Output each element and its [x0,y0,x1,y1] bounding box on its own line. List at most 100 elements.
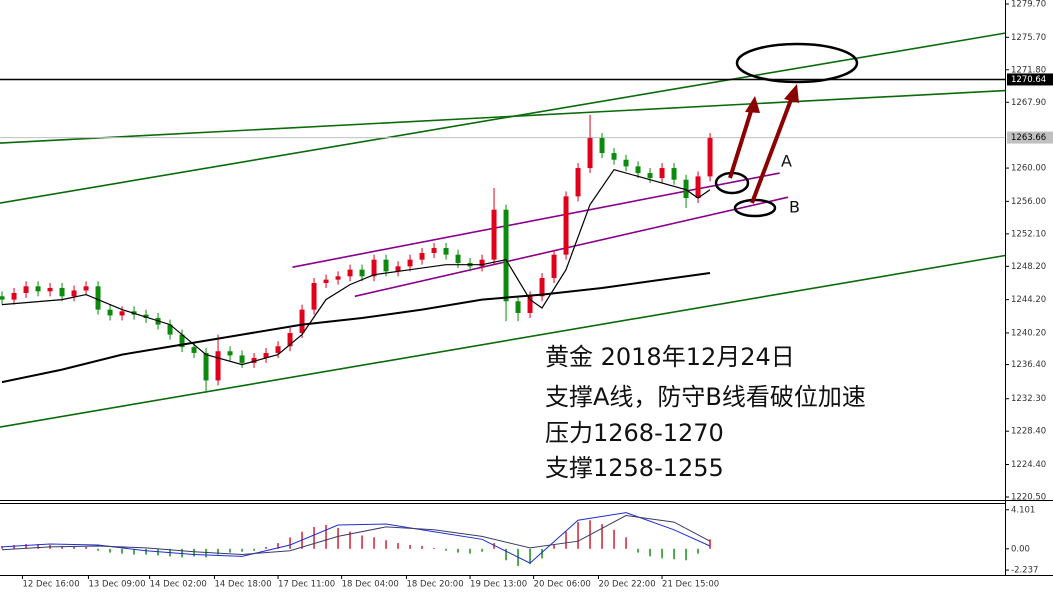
candle-body [83,286,89,291]
y-tick-label: 1279.70 [1011,0,1046,9]
candle-body [419,252,425,260]
candle-body [659,168,665,179]
price-label: 1270.64 [1011,75,1046,85]
note-line: 支撑A线，防守B线看破位加速 [545,383,866,411]
candle-body [251,357,257,363]
y-tick-label: 1248.20 [1011,262,1046,272]
x-tick-label: 14 Dec 02:00 [150,580,207,590]
y-tick-label: 1275.70 [1011,33,1046,43]
target-ellipse [735,42,859,84]
candle-body [215,351,221,381]
candle-body [431,248,437,253]
candle-body [143,314,149,318]
annotation-shapes [714,42,859,218]
y-tick-label: 1267.90 [1011,98,1046,108]
candle-body [551,254,557,278]
y-tick-label: 1224.40 [1011,460,1046,470]
note-line: 支撑1258-1255 [545,454,724,482]
candle-body [239,355,245,363]
price-label: 1263.66 [1011,133,1046,143]
candle-body [311,282,317,310]
arrow-head [745,96,760,113]
candle-body [95,286,101,310]
candle-body [263,352,269,358]
arrow [750,96,794,204]
candle-body [563,196,569,255]
line-label: B [789,198,800,217]
x-tick-label: 14 Dec 18:00 [214,580,271,590]
x-tick-label: 17 Dec 11:00 [278,580,335,590]
note-line: 黄金 2018年12月24日 [545,343,795,371]
candle-body [335,276,341,280]
trend-line [0,89,1006,144]
candle-body [503,209,509,302]
line-label: A [781,152,792,171]
candle-body [647,173,653,179]
candle-body [0,296,5,300]
candle-body [71,290,77,297]
x-tick-label: 20 Dec 06:00 [534,580,591,590]
candle-body [407,259,413,267]
x-tick-label: 18 Dec 20:00 [406,580,463,590]
candle-body [323,279,329,283]
candle-body [479,259,485,267]
candle-body [23,286,29,293]
candle-body [191,347,197,353]
candle-body [539,277,545,297]
candle-body [179,334,185,348]
note-line: 压力1268-1270 [545,419,724,447]
candle-body [299,309,305,333]
y-tick-label: 1244.20 [1011,295,1046,305]
y-tick-label: 1271.80 [1011,65,1046,75]
arrow [728,107,754,179]
candle-body [683,179,689,199]
x-tick-label: 12 Dec 16:00 [22,580,79,590]
candle-body [611,153,617,160]
y-tick-label: 1256.00 [1011,197,1046,207]
candle-body [347,269,353,277]
x-tick-label: 18 Dec 04:00 [342,580,399,590]
trend-line [0,32,1006,204]
y-tick-label: 4.101 [1011,505,1035,515]
y-tick-label: 1252.10 [1011,229,1046,239]
price-label-box [1007,131,1053,144]
candle-body [47,287,53,292]
candle-body [35,286,41,292]
x-tick-label: 20 Dec 22:00 [598,580,655,590]
trend-line [354,196,789,298]
candle-body [599,138,605,154]
candle-body [287,332,293,347]
candle-body [383,259,389,272]
y-tick-label: 1236.40 [1011,360,1046,370]
candle-body [371,259,377,277]
candle-body [695,176,701,199]
y-tick-label: 1260.00 [1011,164,1046,174]
trend-line [0,254,1006,428]
indicator-line [1,272,711,384]
indicator-line [1,512,711,564]
candle-body [515,301,521,313]
y-tick-label: -2.237 [1011,566,1038,576]
candle-body [59,287,65,297]
candle-body [527,296,533,313]
candle-body [107,309,113,316]
candle-body [455,254,461,263]
y-tick-label: 1232.30 [1011,394,1046,404]
y-tick-label: 1240.20 [1011,328,1046,338]
candle-body [203,352,209,381]
y-tick-label: 0.00 [1011,544,1030,554]
candle-body [395,266,401,272]
candle-body [443,248,449,255]
candle-body [491,209,497,260]
x-tick-label: 13 Dec 09:00 [88,580,145,590]
candle-body [587,138,593,169]
candle-body [575,168,581,197]
candle-body [707,138,713,177]
y-tick-label: 1220.50 [1011,493,1046,503]
candle-body [227,351,233,356]
candle-body [275,346,281,353]
